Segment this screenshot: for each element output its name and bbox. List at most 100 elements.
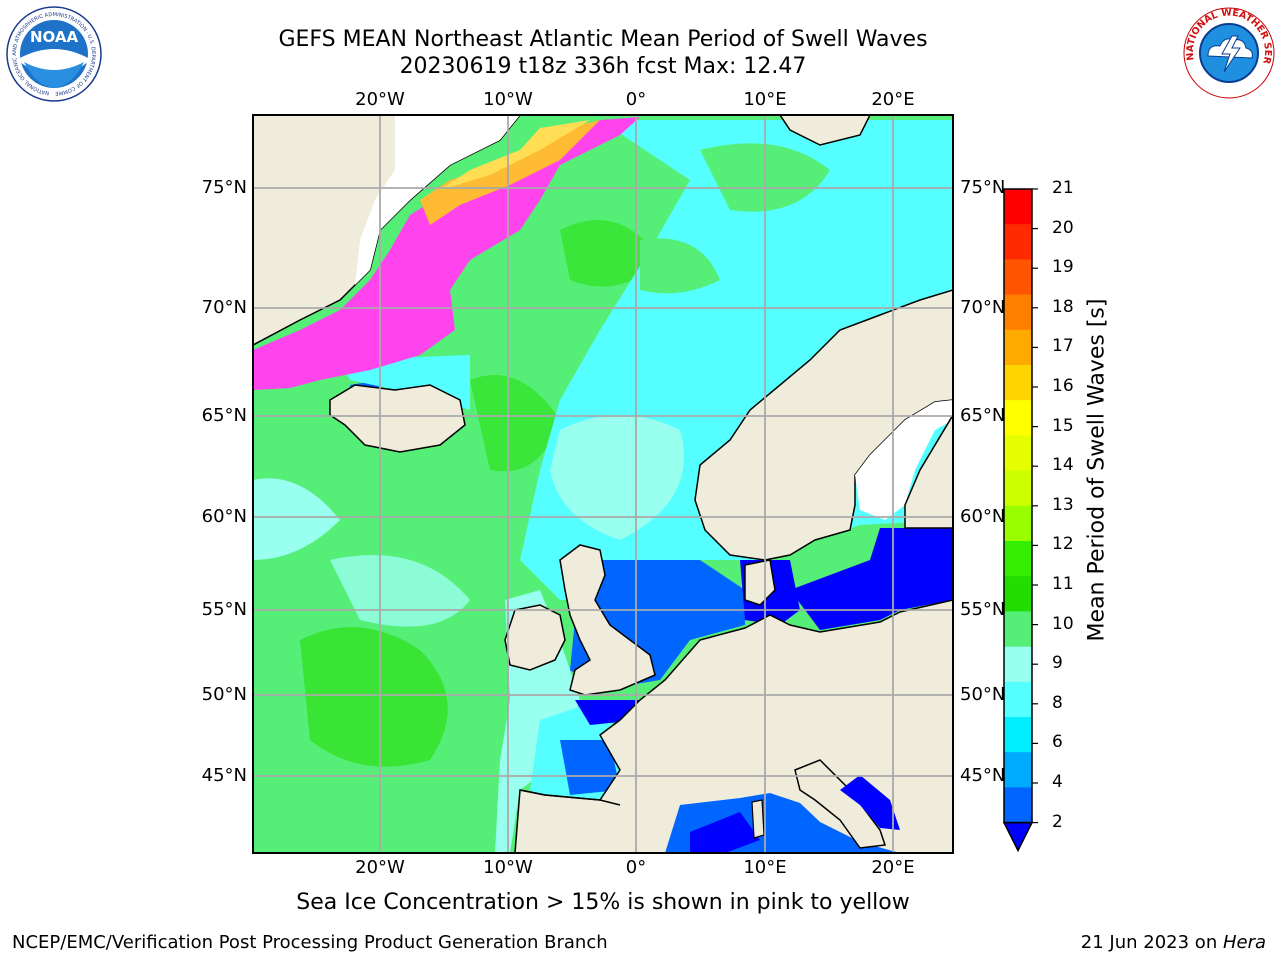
swell-zone-light <box>550 415 684 540</box>
colorbar-segment <box>1004 681 1032 718</box>
colorbar-tick-label: 9 <box>1052 653 1063 674</box>
noaa-logo-text: NOAA <box>30 28 79 46</box>
latitude-label: 75°N <box>960 177 1006 198</box>
latitude-label: 70°N <box>201 297 247 318</box>
colorbar-segment <box>1004 576 1032 612</box>
sea-ice-caption: Sea Ice Concentration > 15% is shown in … <box>296 890 910 915</box>
swell-zone-green <box>640 238 720 294</box>
colorbar-label: Mean Period of Swell Waves [s] <box>1084 298 1110 642</box>
latitude-label: 65°N <box>960 405 1006 426</box>
colorbar-tick-label: 17 <box>1052 336 1074 357</box>
colorbar-tick-label: 12 <box>1052 534 1074 555</box>
latitude-label: 60°N <box>960 506 1006 527</box>
swell-zone-light <box>330 555 470 627</box>
latitude-label: 50°N <box>960 684 1006 705</box>
colorbar-tick-label: 18 <box>1052 296 1074 317</box>
latitude-label: 65°N <box>201 405 247 426</box>
colorbar-segment <box>1004 470 1032 507</box>
footer-date: 21 Jun 2023 on Hera <box>1081 932 1266 953</box>
latitude-label: 55°N <box>960 599 1006 620</box>
colorbar-tick-label: 13 <box>1052 494 1074 515</box>
colorbar-segment <box>1004 224 1032 260</box>
longitude-label: 20°E <box>871 857 915 878</box>
sea-ice-pink <box>253 117 640 390</box>
longitude-label: 10°W <box>483 89 533 110</box>
graticule <box>253 115 953 853</box>
latitude-label: 50°N <box>201 684 247 705</box>
swell-zone-dark-green <box>470 375 560 472</box>
colorbar-tick-label: 20 <box>1052 217 1074 238</box>
footer-date-text: 21 Jun 2023 on <box>1080 932 1223 953</box>
colorbar-segment <box>1004 787 1032 824</box>
latitude-label: 75°N <box>201 177 247 198</box>
longitude-label: 20°W <box>355 89 405 110</box>
colorbar-segment <box>1004 189 1032 225</box>
footer-host: Hera <box>1222 932 1266 953</box>
latitude-label: 45°N <box>201 765 247 786</box>
noaa-logo: NOAA NATIONAL OCEANIC AND ATMOSPHERIC AD… <box>2 6 102 102</box>
swell-zone-dark-green <box>560 220 660 287</box>
chart-title: GEFS MEAN Northeast Atlantic Mean Period… <box>278 27 928 52</box>
svalbard-land <box>779 115 871 146</box>
swell-zone-blue <box>560 740 620 795</box>
italy-land <box>794 759 887 849</box>
latitude-label: 55°N <box>201 599 247 620</box>
sea-ice-orange <box>420 120 600 225</box>
swell-zone-dark-green <box>300 627 448 767</box>
colorbar-extend-triangle <box>1002 821 1034 853</box>
iberia-coast <box>519 789 621 806</box>
colorbar-tick-label: 21 <box>1052 178 1074 198</box>
colorbar <box>1002 188 1038 853</box>
colorbar-segment <box>1004 400 1032 436</box>
colorbar-segment <box>1004 541 1032 577</box>
longitude-label: 10°W <box>483 857 533 878</box>
colorbar-segment <box>1004 329 1032 366</box>
colorbar-tick-label: 14 <box>1052 455 1074 476</box>
colorbar-segment <box>1004 646 1032 683</box>
map-frame <box>252 114 954 854</box>
colorbar-segment <box>1004 294 1032 331</box>
longitude-label: 0° <box>625 89 647 110</box>
colorbar-segment <box>1004 259 1032 296</box>
latitude-label: 45°N <box>960 765 1006 786</box>
colorbar-tick-label: 16 <box>1052 376 1074 396</box>
colorbar-tick-label: 6 <box>1052 732 1063 753</box>
longitude-label: 0° <box>625 857 647 878</box>
latitude-label: 70°N <box>960 297 1006 318</box>
longitude-label: 10°E <box>743 857 787 878</box>
colorbar-tick-label: 11 <box>1052 574 1074 594</box>
greenland-ice-sheet <box>355 115 520 285</box>
longitude-label: 20°W <box>355 857 405 878</box>
colorbar-tick-label: 15 <box>1052 415 1074 436</box>
nws-logo: NATIONAL WEATHER SERVICE <box>1180 6 1275 99</box>
chart-subtitle: 20230619 t18z 336h fcst Max: 12.47 <box>399 54 807 79</box>
iceland-land <box>329 384 466 453</box>
great-britain-land <box>559 544 656 696</box>
finland-land <box>904 413 953 529</box>
colorbar-tick-label: 4 <box>1052 772 1063 792</box>
latitude-label: 60°N <box>201 506 247 527</box>
colorbar-segment <box>1004 717 1032 753</box>
swell-zone-light <box>253 478 340 560</box>
colorbar-segment <box>1004 435 1032 472</box>
footer-branch: NCEP/EMC/Verification Post Processing Pr… <box>12 932 608 953</box>
sea-ice-yellow <box>440 120 590 190</box>
baltic-swell-deep <box>790 528 953 630</box>
ireland-land <box>504 604 566 671</box>
colorbar-segment <box>1004 365 1032 401</box>
tyrrhenian-sea <box>690 812 760 853</box>
adriatic-sea <box>840 775 900 830</box>
colorbar-segment <box>1004 505 1032 542</box>
corsica-sardinia-land <box>751 799 765 839</box>
colorbar-tick-label: 10 <box>1052 613 1074 634</box>
longitude-label: 20°E <box>871 89 915 110</box>
longitude-label: 10°E <box>743 89 787 110</box>
colorbar-segment <box>1004 752 1032 788</box>
colorbar-segment <box>1004 611 1032 648</box>
map-panel <box>253 115 953 853</box>
colorbar-tick-label: 19 <box>1052 257 1074 278</box>
gulf-of-bothnia-ice <box>855 400 953 520</box>
colorbar-tick-label: 2 <box>1052 811 1063 832</box>
colorbar-tick-label: 8 <box>1052 692 1063 713</box>
